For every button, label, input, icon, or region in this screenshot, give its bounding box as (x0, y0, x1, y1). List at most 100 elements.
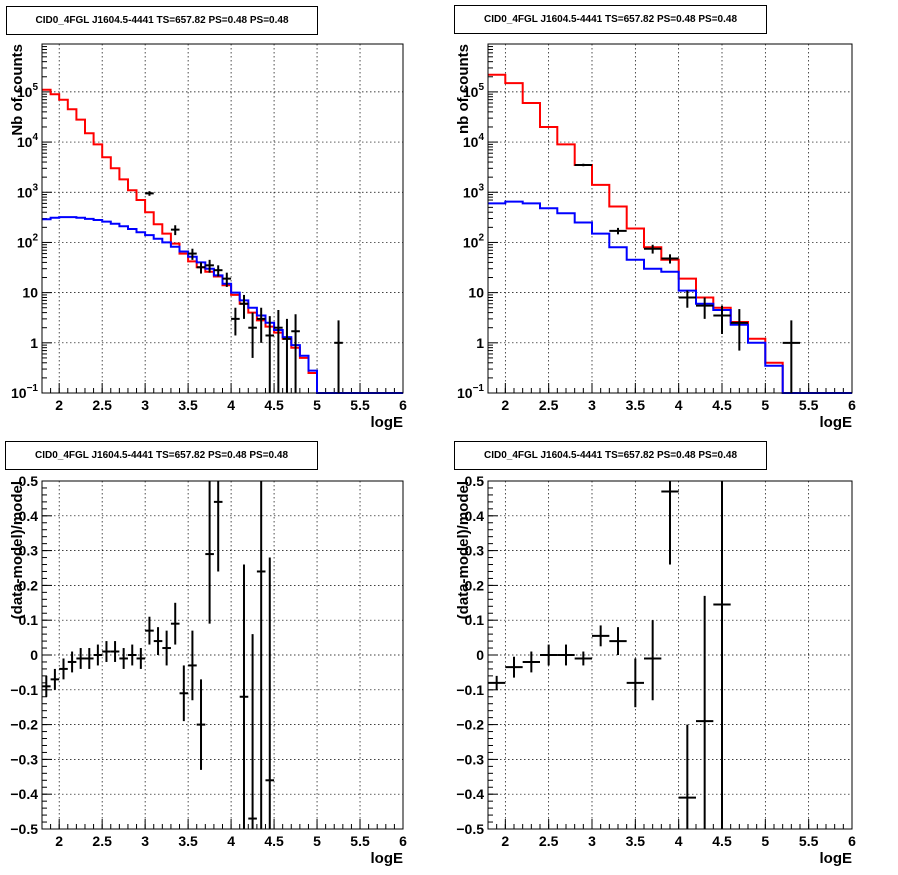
y-tick-label: 1 (30, 335, 38, 351)
data-point (782, 320, 800, 393)
y-tick-label: −0.1 (456, 682, 484, 698)
data-point (505, 656, 523, 678)
y-tick-label: 0.5 (19, 473, 39, 489)
data-point (196, 679, 206, 770)
data-point (231, 307, 240, 336)
panel-title-top-left: CID0_4FGL J1604.5-4441 TS=657.82 PS=0.48… (6, 6, 318, 35)
data-point (661, 481, 679, 565)
x-tick-label: 3.5 (178, 397, 198, 413)
x-tick-label: 4 (227, 833, 235, 849)
y-tick-label: 10 (468, 285, 484, 301)
x-tick-label: 3.5 (626, 397, 646, 413)
y-tick-label: 103 (17, 182, 39, 200)
y-axis-label: (data-model)/model (9, 481, 26, 619)
x-tick-label: 5 (761, 397, 769, 413)
series-line-red (42, 88, 403, 394)
data-point (557, 644, 575, 666)
data-point (248, 634, 257, 829)
panel-top-right: 2 2.5 3 3.5 4 4.5 5 5.5 610−1110102103104105logE… (455, 43, 856, 431)
y-tick-label: −0.1 (10, 682, 38, 698)
data-point (239, 294, 249, 319)
data-point (188, 630, 197, 701)
data-point (696, 297, 714, 319)
x-tick-label: 5.5 (799, 397, 819, 413)
data-point (592, 625, 610, 647)
y-tick-label: 102 (17, 232, 39, 250)
data-point (127, 644, 137, 666)
y-tick-label: −0.3 (456, 751, 484, 767)
panel-title-bottom-right: CID0_4FGL J1604.5-4441 TS=657.82 PS=0.48… (454, 441, 767, 470)
data-point (248, 312, 257, 358)
data-point (145, 191, 154, 196)
y-axis-label: nb of counts (455, 44, 472, 134)
y-tick-label: 0 (30, 647, 38, 663)
panel-bottom-right: 2 2.5 3 3.5 4 4.5 5 5.5 6 −0.5 −0.4 −0.3 −0.2 −0.1 0 0.… (455, 473, 856, 867)
x-tick-label: 2 (55, 833, 63, 849)
x-tick-label: 3.5 (626, 833, 646, 849)
plot-frame (487, 480, 853, 830)
x-tick-label: 3 (588, 397, 596, 413)
x-tick-label: 5 (761, 833, 769, 849)
y-tick-label: 0.5 (465, 473, 485, 489)
x-tick-label: 5.5 (799, 833, 819, 849)
data-point (696, 595, 714, 829)
x-tick-label: 3 (588, 833, 596, 849)
series-line-blue (488, 200, 852, 394)
y-tick-label: 102 (463, 232, 485, 250)
y-tick-label: 0.4 (465, 508, 485, 524)
data-point (678, 724, 696, 829)
data-point (334, 320, 343, 393)
x-tick-label: 2 (55, 397, 63, 413)
data-point (170, 602, 180, 645)
x-tick-label: 6 (848, 833, 856, 849)
data-point (282, 318, 292, 393)
data-point (713, 481, 731, 829)
data-point (574, 651, 592, 666)
data-point (84, 648, 94, 669)
data-point (42, 675, 51, 697)
y-tick-label: −0.4 (10, 786, 38, 802)
y-tick-label: −0.2 (10, 717, 38, 733)
data-point (67, 651, 77, 673)
y-tick-label: 10 (22, 285, 38, 301)
series-line-red (488, 73, 852, 394)
x-tick-label: 5 (313, 397, 321, 413)
data-point (213, 481, 223, 572)
data-point (540, 644, 558, 666)
x-tick-label: 2 (501, 833, 509, 849)
x-tick-label: 2 (501, 397, 509, 413)
y-tick-label: 103 (463, 182, 485, 200)
x-tick-label: 3.5 (178, 833, 198, 849)
y-tick-label: 0.2 (19, 577, 39, 593)
y-tick-label: 0.1 (19, 612, 39, 628)
plot-frame (41, 43, 404, 394)
data-point (265, 557, 275, 829)
x-axis-label: logE (820, 850, 853, 867)
data-point (661, 254, 679, 264)
x-tick-label: 2.5 (539, 397, 559, 413)
y-axis-label: Nb of counts (9, 44, 26, 136)
plot-frame (41, 480, 404, 830)
x-axis-label: logE (820, 414, 853, 431)
x-tick-label: 6 (848, 397, 856, 413)
data-point (256, 481, 266, 829)
data-point (239, 564, 249, 829)
x-tick-label: 6 (399, 397, 407, 413)
x-tick-label: 2.5 (92, 833, 112, 849)
data-point (678, 290, 696, 308)
data-point (153, 627, 163, 655)
x-tick-label: 3 (141, 833, 149, 849)
y-tick-label: 0.2 (465, 577, 485, 593)
data-point (145, 616, 154, 645)
panel-top-left: 2 2.5 3 3.5 4 4.5 5 5.5 610−1110102103104105logE… (9, 43, 407, 431)
data-point (574, 163, 592, 167)
data-point (93, 644, 103, 666)
data-point (205, 259, 214, 273)
data-point (222, 272, 232, 287)
y-tick-label: 0.3 (465, 543, 485, 559)
x-tick-label: 5.5 (350, 397, 370, 413)
data-point (522, 651, 540, 673)
x-tick-label: 5 (313, 833, 321, 849)
x-tick-label: 2.5 (539, 833, 559, 849)
